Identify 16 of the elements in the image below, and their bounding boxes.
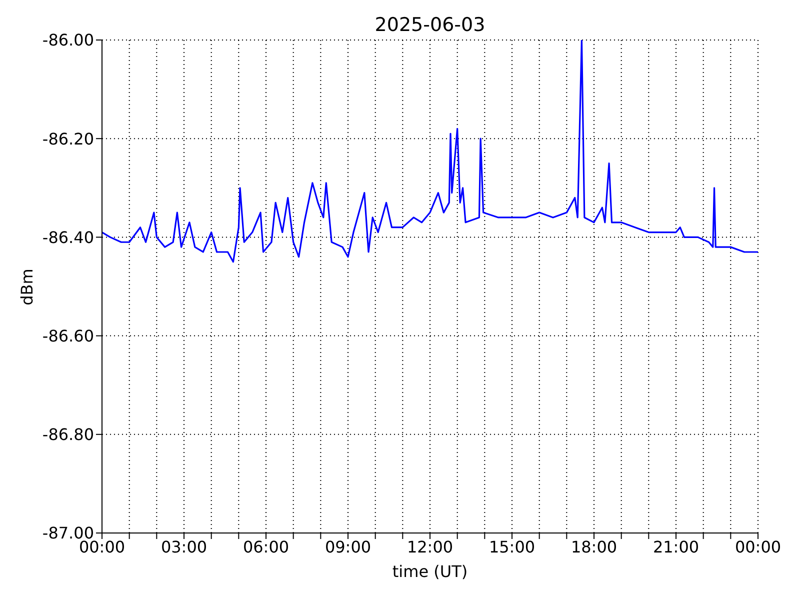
y-tick-label: -86.80 [42, 425, 94, 444]
x-tick-label: 18:00 [570, 537, 618, 556]
y-tick-label: -86.20 [42, 129, 94, 148]
x-axis-title: time (UT) [391, 562, 469, 581]
y-tick-label: -86.40 [42, 228, 94, 247]
x-tick-label: 09:00 [324, 537, 372, 556]
y-tick-label: -86.60 [42, 326, 94, 346]
y-axis-title: dBm [18, 268, 36, 305]
x-tick-label: 06:00 [242, 537, 290, 556]
y-tick-label: -86.00 [42, 30, 94, 50]
x-tick-label: 00:00 [734, 537, 782, 556]
x-tick-label: 12:00 [406, 537, 454, 556]
chart-title: 2025-06-03 [374, 14, 486, 36]
x-tick-label: 21:00 [652, 537, 700, 556]
x-tick-label: 03:00 [160, 537, 208, 556]
x-tick-label: 15:00 [488, 537, 536, 556]
